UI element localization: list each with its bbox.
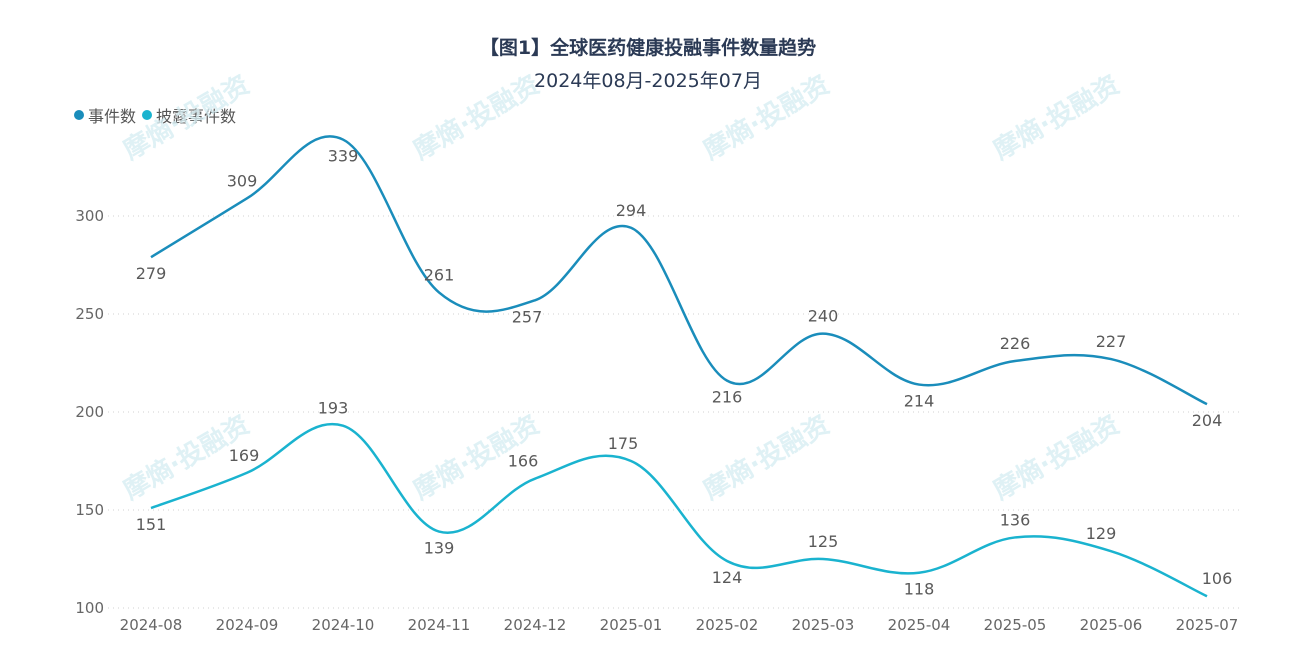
watermark-text: 摩熵·投融资 [118, 69, 255, 166]
data-label: 124 [712, 568, 743, 587]
data-label: 166 [508, 452, 539, 471]
data-label: 129 [1086, 524, 1117, 543]
data-label: 216 [712, 388, 743, 407]
data-labels: 279 309 339 261 257 294 216 240 214 226 227 204 151 1… [136, 147, 1233, 599]
x-tick-label: 2025-02 [696, 616, 759, 634]
y-tick-label: 150 [75, 501, 104, 519]
grid-lines [108, 215, 1243, 609]
data-label: 118 [904, 580, 935, 599]
chart-title: 【图1】全球医药健康投融事件数量趋势 [479, 37, 817, 59]
data-label: 151 [136, 515, 167, 534]
data-label: 294 [616, 201, 647, 220]
y-tick-label: 250 [75, 305, 104, 323]
x-tick-label: 2025-04 [888, 616, 951, 634]
x-tick-label: 2025-05 [984, 616, 1047, 634]
data-label: 261 [424, 265, 455, 284]
x-tick-label: 2024-10 [312, 616, 375, 634]
series-lines [150, 135, 1208, 598]
data-label: 125 [808, 532, 839, 551]
data-label: 169 [229, 446, 260, 465]
legend-label: 披露事件数 [156, 107, 237, 126]
data-label: 193 [318, 399, 349, 418]
x-tick-label: 2025-06 [1080, 616, 1143, 634]
watermark-text: 摩熵·投融资 [408, 69, 545, 166]
x-tick-label: 2024-11 [408, 616, 471, 634]
data-label: 214 [904, 392, 935, 411]
data-label: 204 [1192, 411, 1223, 430]
y-tick-label: 200 [75, 403, 104, 421]
data-label: 175 [608, 434, 639, 453]
series-line-events[interactable] [150, 135, 1208, 406]
legend-dot-icon [74, 110, 84, 120]
watermark-text: 摩熵·投融资 [988, 69, 1125, 166]
x-axis: 2024-08 2024-09 2024-10 2024-11 2024-12 2025-… [120, 616, 1239, 634]
data-label: 226 [1000, 334, 1031, 353]
data-label: 106 [1202, 569, 1233, 588]
x-tick-label: 2024-09 [216, 616, 279, 634]
watermark-text: 摩熵·投融资 [698, 409, 835, 506]
series-line-disclosed-events[interactable] [150, 422, 1208, 598]
legend-label: 事件数 [88, 107, 137, 126]
x-tick-label: 2025-01 [600, 616, 663, 634]
data-label: 309 [227, 171, 258, 190]
x-tick-label: 2025-03 [792, 616, 855, 634]
chart-subtitle: 2024年08月-2025年07月 [534, 70, 762, 92]
legend-item-events[interactable]: 事件数 [74, 103, 136, 127]
y-axis: 100 150 200 250 300 [75, 207, 104, 617]
y-tick-label: 300 [75, 207, 104, 225]
legend: 事件数 披露事件数 [74, 103, 242, 127]
y-tick-label: 100 [75, 599, 104, 617]
data-label: 227 [1096, 332, 1127, 351]
data-label: 279 [136, 264, 167, 283]
data-label: 136 [1000, 510, 1031, 529]
data-label: 139 [424, 539, 455, 558]
data-label: 240 [808, 307, 839, 326]
data-label: 257 [512, 307, 543, 326]
legend-item-disclosed-events[interactable]: 披露事件数 [142, 103, 236, 127]
data-label: 339 [328, 147, 359, 166]
x-tick-label: 2024-08 [120, 616, 183, 634]
watermark-text: 摩熵·投融资 [698, 69, 835, 166]
x-tick-label: 2024-12 [504, 616, 567, 634]
legend-dot-icon [142, 110, 153, 120]
x-tick-label: 2025-07 [1176, 616, 1239, 634]
watermark-text: 摩熵·投融资 [988, 409, 1125, 506]
